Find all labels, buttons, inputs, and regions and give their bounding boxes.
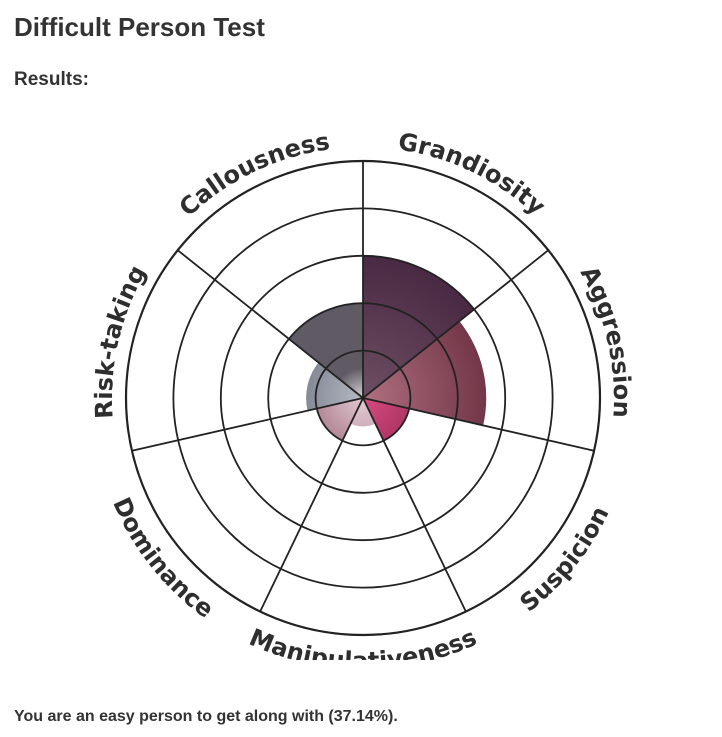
grid-spoke	[131, 397, 364, 452]
page-title: Difficult Person Test	[14, 12, 265, 42]
result-summary: You are an easy person to get along with…	[14, 708, 398, 725]
label-risk-taking: Risk-taking	[90, 261, 152, 420]
label-manipulativeness: Manipulativeness	[245, 623, 480, 660]
sector-aggression	[363, 321, 487, 426]
sector-risk-taking	[306, 362, 363, 411]
sector-callousness	[288, 303, 363, 398]
label-dominance: Dominance	[107, 493, 219, 623]
polar-area-chart: Grandiosity Aggression Suspicion Manipulati…	[90, 127, 636, 660]
label-callousness: Callousness	[174, 127, 332, 222]
results-label: Results:	[14, 69, 89, 90]
grid-spoke	[362, 397, 595, 452]
grid-spoke	[362, 249, 549, 399]
grid-spoke	[177, 249, 364, 399]
label-aggression: Aggression	[575, 261, 636, 418]
sector-manipulativeness	[350, 398, 376, 427]
sector-grandiosity	[363, 255, 475, 398]
label-suspicion: Suspicion	[515, 502, 615, 617]
label-grandiosity: Grandiosity	[396, 127, 551, 220]
grid-spoke	[362, 397, 467, 612]
grid-spoke	[259, 397, 364, 612]
